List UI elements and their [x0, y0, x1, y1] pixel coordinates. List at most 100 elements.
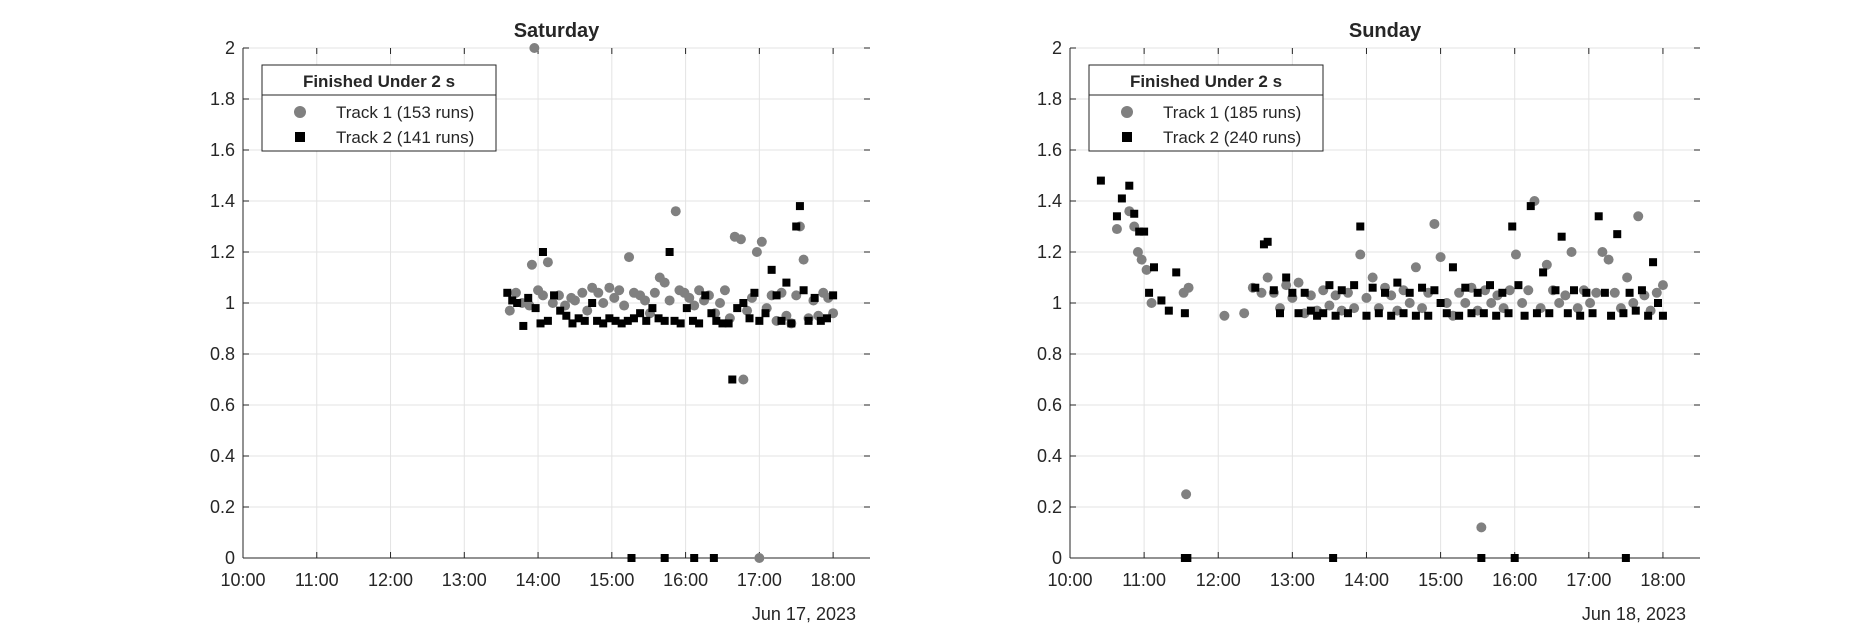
data-point — [580, 316, 589, 325]
data-point — [569, 295, 580, 306]
series-2-points — [1096, 176, 1667, 562]
data-point — [733, 304, 742, 313]
legend-title: Finished Under 2 s — [303, 72, 455, 91]
data-point — [1393, 278, 1402, 287]
data-point — [593, 316, 602, 325]
data-point — [1306, 306, 1315, 315]
data-point — [1361, 292, 1372, 303]
data-point — [756, 236, 767, 247]
data-point — [519, 321, 528, 330]
y-tick-label: 0.2 — [210, 497, 235, 517]
data-point — [1381, 288, 1389, 297]
data-point — [605, 314, 614, 323]
data-point — [772, 291, 781, 300]
data-point — [724, 319, 733, 328]
y-tick-label: 1.2 — [1037, 242, 1062, 262]
data-point — [1600, 288, 1609, 297]
y-tick-label: 1.6 — [1037, 140, 1062, 160]
axes: 10:00 11:00 12:00 13:00 14:00 15:00 16:00 17:00… — [1037, 38, 1700, 590]
data-point — [1442, 309, 1451, 318]
data-point — [1492, 311, 1501, 320]
data-point — [1269, 286, 1278, 295]
data-point — [1631, 306, 1640, 315]
data-point — [1429, 218, 1440, 229]
x-tick-label: 17:00 — [737, 570, 782, 590]
data-point — [1183, 282, 1194, 293]
data-point — [588, 299, 597, 307]
data-point — [1486, 298, 1497, 308]
data-point — [1607, 311, 1616, 320]
data-point — [538, 248, 547, 256]
data-point — [504, 305, 515, 316]
data-point — [550, 291, 559, 300]
data-point — [1477, 554, 1486, 562]
legend-marker-circle — [1121, 106, 1133, 118]
data-point — [712, 316, 721, 325]
data-point — [510, 287, 521, 298]
data-point — [1282, 273, 1291, 282]
data-point — [1263, 237, 1272, 246]
y-tick-label: 0.6 — [210, 395, 235, 415]
y-tick-label: 2 — [1052, 38, 1062, 58]
data-point — [536, 319, 545, 328]
data-point — [719, 285, 730, 296]
chart-panel-2: 10:00 11:00 12:00 13:00 14:00 15:00 16:00 17:00… — [1037, 20, 1700, 624]
data-point — [777, 316, 786, 325]
legend-marker-square — [1122, 132, 1132, 142]
data-point — [1448, 263, 1457, 272]
y-tick-label: 1.2 — [210, 242, 235, 262]
legend-entry-label: Track 1 (185 runs) — [1163, 103, 1301, 122]
data-point — [611, 316, 620, 325]
data-point — [751, 247, 762, 257]
data-point — [629, 314, 638, 323]
data-point — [1526, 202, 1535, 211]
y-tick-label: 1 — [225, 293, 235, 313]
data-point — [1325, 281, 1334, 290]
y-tick-label: 1.8 — [1037, 89, 1062, 109]
data-point — [1622, 272, 1633, 283]
data-point — [659, 277, 670, 288]
x-tick-label: 15:00 — [589, 570, 634, 590]
date-label: Jun 18, 2023 — [1582, 604, 1686, 624]
data-point — [1455, 311, 1464, 320]
data-point — [795, 202, 804, 211]
data-point — [767, 265, 776, 274]
data-point — [513, 299, 522, 307]
data-point — [715, 298, 726, 308]
data-point — [1136, 254, 1147, 265]
data-point — [1637, 286, 1646, 295]
data-point — [1362, 311, 1371, 320]
data-point — [695, 319, 704, 328]
x-tick-label: 13:00 — [442, 570, 487, 590]
data-point — [1520, 311, 1529, 320]
data-point — [1554, 298, 1565, 308]
data-point — [829, 291, 838, 300]
data-point — [660, 554, 669, 562]
data-point — [1329, 554, 1338, 562]
data-point — [1135, 227, 1144, 236]
data-point — [1467, 309, 1476, 318]
x-tick-label: 16:00 — [1492, 570, 1537, 590]
data-point — [1331, 311, 1340, 320]
data-point — [1649, 258, 1658, 267]
data-point — [1430, 286, 1439, 295]
data-point — [1585, 298, 1596, 308]
data-point — [750, 288, 759, 297]
data-point — [609, 292, 620, 303]
legend-marker-circle — [294, 106, 306, 118]
data-point — [649, 287, 660, 298]
data-point — [745, 314, 754, 323]
date-label: Jun 17, 2023 — [752, 604, 856, 624]
x-tick-label: 18:00 — [1640, 570, 1685, 590]
data-point — [503, 288, 512, 297]
data-point — [654, 314, 663, 323]
y-tick-label: 1.6 — [210, 140, 235, 160]
data-point — [1654, 299, 1662, 307]
data-point — [1343, 309, 1352, 318]
data-point — [623, 316, 632, 325]
data-point — [1510, 249, 1521, 260]
data-point — [1633, 211, 1644, 222]
data-point — [1251, 283, 1260, 292]
data-point — [1183, 554, 1192, 562]
data-point — [1319, 309, 1328, 318]
